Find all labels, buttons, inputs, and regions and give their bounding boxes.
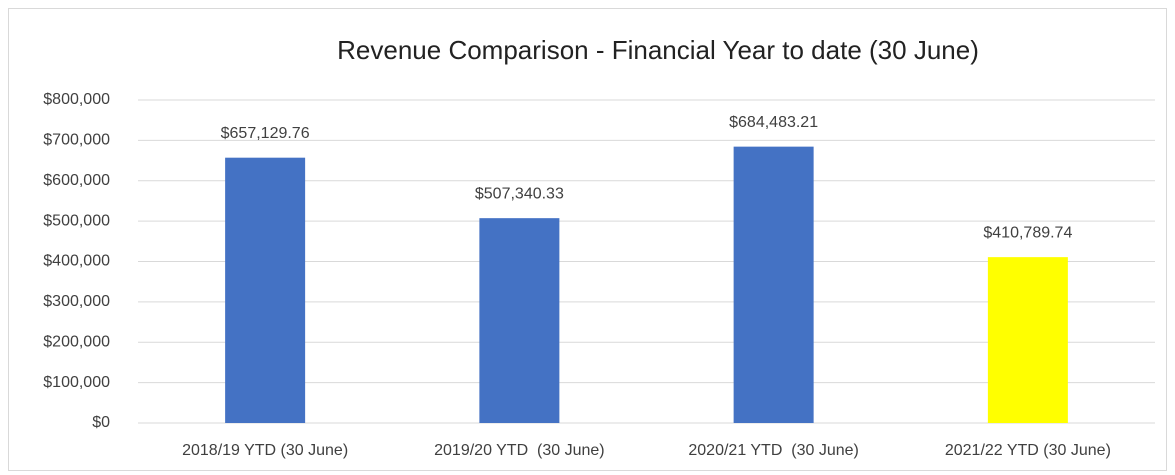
bar [733, 146, 814, 424]
y-tick-label: $700,000 [43, 132, 110, 149]
x-tick-label: 2019/20 YTD (30 June) [434, 442, 604, 459]
x-tick-label: 2020/21 YTD (30 June) [688, 442, 858, 459]
data-label: $657,129.76 [221, 125, 310, 142]
bar [479, 218, 560, 423]
y-tick-label: $200,000 [43, 333, 110, 350]
x-tick-label: 2018/19 YTD (30 June) [182, 442, 348, 459]
y-tick-label: $500,000 [43, 212, 110, 229]
data-label: $684,483.21 [729, 114, 818, 131]
y-tick-label: $100,000 [43, 374, 110, 391]
data-label: $410,789.74 [983, 224, 1072, 241]
y-tick-label: $600,000 [43, 172, 110, 189]
x-tick-label: 2021/22 YTD (30 June) [945, 442, 1111, 459]
y-tick-label: $400,000 [43, 253, 110, 270]
bar [225, 157, 306, 424]
bar [987, 257, 1068, 423]
chart-title: Revenue Comparison - Financial Year to d… [337, 35, 979, 65]
y-tick-label: $0 [92, 414, 110, 431]
y-tick-label: $800,000 [43, 91, 110, 108]
data-label: $507,340.33 [475, 185, 564, 202]
chart-border [8, 8, 1167, 471]
y-tick-label: $300,000 [43, 293, 110, 310]
